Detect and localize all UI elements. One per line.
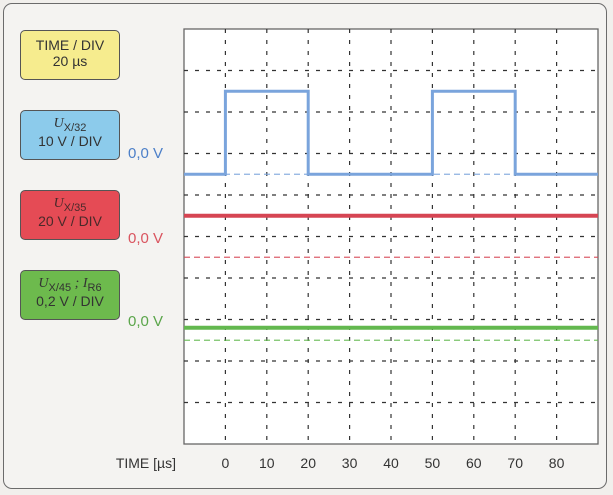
x-axis: TIME [µs] 0 10 20 30 40 50 60 70 80: [116, 455, 565, 471]
x-tick-label: 50: [425, 455, 441, 471]
x-tick-label: 20: [300, 455, 316, 471]
x-axis-label: TIME [µs]: [116, 455, 176, 471]
channel-1-zero-label: 0,0 V: [128, 145, 164, 162]
channel-1-box: UX/32 10 V / DIV: [20, 110, 120, 160]
timebase-value: 20 µs: [52, 52, 88, 69]
channel-2-zero-label: 0,0 V: [128, 230, 164, 247]
channel-3-scale: 0,2 V / DIV: [36, 293, 104, 310]
channel-1-symbol: UX/32: [53, 116, 87, 134]
channel-1-scale: 10 V / DIV: [38, 133, 102, 150]
channel-3-box: UX/45 ; IR6 0,2 V / DIV: [20, 270, 120, 320]
timebase-title: TIME / DIV: [35, 37, 105, 53]
channel-3-zero-label: 0,0 V: [128, 313, 164, 330]
timebase-box: TIME / DIV 20 µs: [20, 30, 120, 80]
channel-1-trace: [184, 89, 598, 176]
channel-2-scale: 20 V / DIV: [38, 213, 102, 230]
traces: [184, 89, 598, 341]
x-tick-label: 0: [222, 455, 230, 471]
x-tick-label: 30: [342, 455, 358, 471]
channel-2-box: UX/35 20 V / DIV: [20, 190, 120, 240]
x-tick-label: 60: [466, 455, 482, 471]
channel-3-symbol: UX/45 ; IR6: [38, 276, 102, 294]
x-tick-label: 70: [507, 455, 523, 471]
channel-2-symbol: UX/35: [53, 196, 87, 214]
x-tick-label: 10: [259, 455, 275, 471]
x-tick-label: 80: [549, 455, 565, 471]
x-tick-label: 40: [383, 455, 399, 471]
